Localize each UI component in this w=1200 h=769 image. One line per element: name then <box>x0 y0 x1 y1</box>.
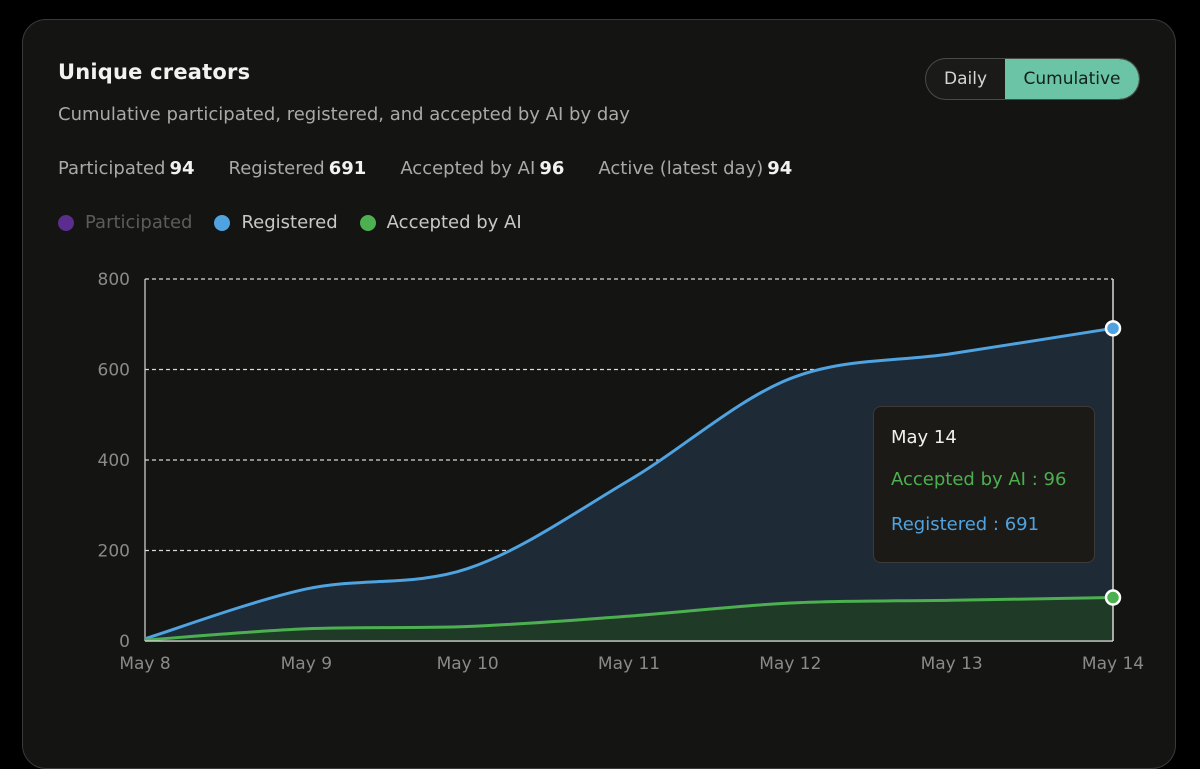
tooltip-registered: Registered : 691 <box>891 514 1040 535</box>
chart-tooltip: May 14 Accepted by AI : 96 Registered : … <box>873 406 1095 563</box>
y-tick-label: 200 <box>98 542 130 562</box>
stat-accepted: Accepted by AI 96 <box>400 158 564 179</box>
stat-label: Participated <box>58 158 166 179</box>
legend-dot <box>58 214 74 231</box>
cumulative-area-chart: 0 200 400 600 800 May 8 May 9 May 10 May 11 May 1… <box>98 270 1145 674</box>
stat-label: Registered <box>228 158 325 179</box>
x-tick-label: May 12 <box>759 654 821 674</box>
legend-dot <box>214 214 231 231</box>
toggle-daily-button[interactable]: Daily <box>943 69 987 89</box>
card-subtitle: Cumulative participated, registered, and… <box>58 104 630 125</box>
stat-value: 691 <box>328 158 367 179</box>
legend-item-registered[interactable]: Registered <box>214 212 338 233</box>
point-registered <box>1104 320 1122 337</box>
x-tick-label: May 10 <box>437 654 499 674</box>
card-title: Unique creators <box>58 60 251 84</box>
legend-dot <box>359 214 376 231</box>
stat-value: 94 <box>767 158 793 179</box>
stat-label: Accepted by AI <box>400 158 536 179</box>
stat-registered: Registered 691 <box>229 158 367 179</box>
line-accepted-by-ai <box>144 596 1114 642</box>
toggle-cumulative-button[interactable]: Cumulative <box>1005 59 1139 99</box>
x-tick-label: May 13 <box>921 654 983 674</box>
x-tick-label: May 14 <box>1082 654 1144 674</box>
legend-item-participated[interactable]: Participated <box>58 212 192 233</box>
x-tick-label: May 8 <box>119 654 170 674</box>
stat-value: 94 <box>169 158 195 179</box>
x-tick-label: May 11 <box>598 654 660 674</box>
legend-label: Participated <box>85 212 193 233</box>
line-registered <box>144 326 1114 641</box>
stat-value: 96 <box>539 158 565 179</box>
legend-item-accepted[interactable]: Accepted by AI <box>359 212 522 233</box>
legend-label: Registered <box>241 212 338 233</box>
x-tick-label: May 9 <box>281 654 332 674</box>
stat-active: Active (latest day) 94 <box>598 158 792 179</box>
stat-participated: Participated 94 <box>58 158 195 179</box>
tooltip-accepted: Accepted by AI : 96 <box>891 469 1067 490</box>
tooltip-date: May 14 <box>891 427 957 448</box>
area-accepted-by-ai <box>145 597 1113 641</box>
y-tick-label: 400 <box>98 451 130 471</box>
y-tick-label: 800 <box>98 270 130 290</box>
stat-label: Active (latest day) <box>598 158 764 179</box>
y-tick-label: 0 <box>119 632 130 652</box>
y-tick-label: 600 <box>98 361 130 381</box>
stats-row: Participated 94 Registered 691 Accepted by… <box>58 158 826 179</box>
view-toggle: Daily Cumulative <box>925 58 1140 100</box>
point-accepted-by-ai <box>1104 589 1122 606</box>
legend-label: Accepted by AI <box>386 212 522 233</box>
chart-legend: Participated Registered Accepted by AI <box>58 212 544 233</box>
area-registered <box>145 328 1113 641</box>
